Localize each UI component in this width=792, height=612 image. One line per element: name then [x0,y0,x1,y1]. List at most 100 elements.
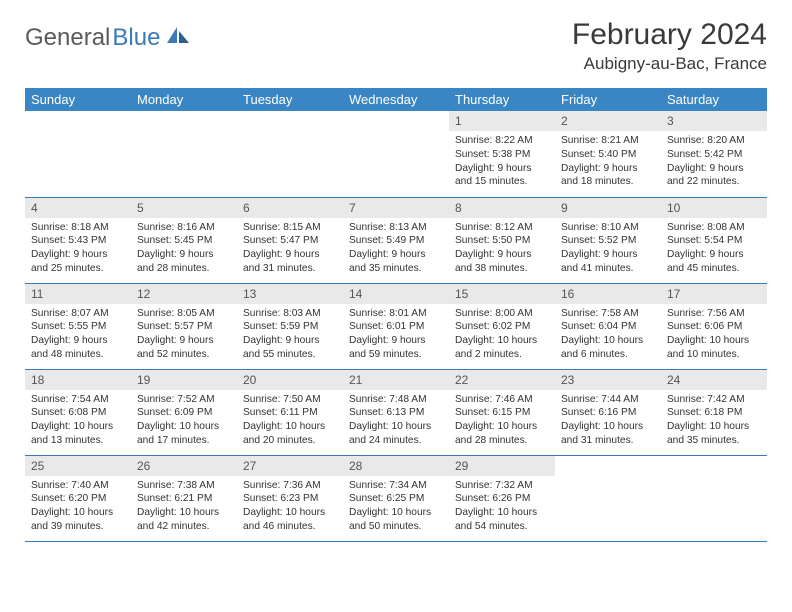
sunset-line: Sunset: 6:16 PM [561,406,655,420]
calendar-week-row: 1Sunrise: 8:22 AMSunset: 5:38 PMDaylight… [25,111,767,197]
daylight-line-1: Daylight: 9 hours [31,334,125,348]
sunset-line: Sunset: 6:11 PM [243,406,337,420]
day-number: 3 [661,111,767,131]
day-number: 4 [25,198,131,218]
sunset-line: Sunset: 6:21 PM [137,492,231,506]
sunrise-line: Sunrise: 7:34 AM [349,479,443,493]
daylight-line-1: Daylight: 10 hours [561,334,655,348]
calendar-cell: 8Sunrise: 8:12 AMSunset: 5:50 PMDaylight… [449,197,555,283]
daylight-line-1: Daylight: 10 hours [243,506,337,520]
sunset-line: Sunset: 5:45 PM [137,234,231,248]
daylight-line-2: and 28 minutes. [137,262,231,276]
sunset-line: Sunset: 5:43 PM [31,234,125,248]
sunrise-line: Sunrise: 7:38 AM [137,479,231,493]
sunrise-line: Sunrise: 8:20 AM [667,134,761,148]
daylight-line-2: and 25 minutes. [31,262,125,276]
sunset-line: Sunset: 5:50 PM [455,234,549,248]
day-number: 11 [25,284,131,304]
calendar-cell: 15Sunrise: 8:00 AMSunset: 6:02 PMDayligh… [449,283,555,369]
day-number: 1 [449,111,555,131]
sunset-line: Sunset: 6:25 PM [349,492,443,506]
sunrise-line: Sunrise: 8:22 AM [455,134,549,148]
day-number-empty [131,111,237,131]
day-number: 2 [555,111,661,131]
sunrise-line: Sunrise: 7:52 AM [137,393,231,407]
calendar-cell [131,111,237,197]
daylight-line-2: and 54 minutes. [455,520,549,534]
day-number: 26 [131,456,237,476]
daylight-line-1: Daylight: 10 hours [137,420,231,434]
daylight-line-1: Daylight: 9 hours [455,248,549,262]
day-number-empty [25,111,131,131]
day-number: 22 [449,370,555,390]
day-number: 14 [343,284,449,304]
daylight-line-2: and 38 minutes. [455,262,549,276]
day-number: 23 [555,370,661,390]
daylight-line-1: Daylight: 10 hours [667,420,761,434]
day-number: 9 [555,198,661,218]
day-number: 19 [131,370,237,390]
sunrise-line: Sunrise: 8:16 AM [137,221,231,235]
day-content: Sunrise: 8:18 AMSunset: 5:43 PMDaylight:… [25,218,131,280]
header: GeneralBlue February 2024 Aubigny-au-Bac… [25,18,767,74]
sunset-line: Sunset: 6:01 PM [349,320,443,334]
sunset-line: Sunset: 5:55 PM [31,320,125,334]
day-number: 21 [343,370,449,390]
calendar-cell: 5Sunrise: 8:16 AMSunset: 5:45 PMDaylight… [131,197,237,283]
day-content: Sunrise: 8:16 AMSunset: 5:45 PMDaylight:… [131,218,237,280]
sunrise-line: Sunrise: 8:00 AM [455,307,549,321]
day-number: 18 [25,370,131,390]
day-number: 17 [661,284,767,304]
day-content: Sunrise: 7:34 AMSunset: 6:25 PMDaylight:… [343,476,449,538]
day-number-empty [237,111,343,131]
sunrise-line: Sunrise: 8:12 AM [455,221,549,235]
daylight-line-1: Daylight: 9 hours [137,248,231,262]
sunrise-line: Sunrise: 7:50 AM [243,393,337,407]
day-content: Sunrise: 8:20 AMSunset: 5:42 PMDaylight:… [661,131,767,193]
day-number: 12 [131,284,237,304]
daylight-line-2: and 45 minutes. [667,262,761,276]
day-header: Sunday [25,88,131,111]
day-content: Sunrise: 8:12 AMSunset: 5:50 PMDaylight:… [449,218,555,280]
calendar-week-row: 25Sunrise: 7:40 AMSunset: 6:20 PMDayligh… [25,455,767,541]
day-content: Sunrise: 8:10 AMSunset: 5:52 PMDaylight:… [555,218,661,280]
sunset-line: Sunset: 5:57 PM [137,320,231,334]
daylight-line-2: and 35 minutes. [349,262,443,276]
calendar-cell [661,455,767,541]
day-content: Sunrise: 8:21 AMSunset: 5:40 PMDaylight:… [555,131,661,193]
daylight-line-2: and 42 minutes. [137,520,231,534]
sunset-line: Sunset: 6:18 PM [667,406,761,420]
sunrise-line: Sunrise: 8:15 AM [243,221,337,235]
daylight-line-2: and 55 minutes. [243,348,337,362]
calendar-cell: 18Sunrise: 7:54 AMSunset: 6:08 PMDayligh… [25,369,131,455]
day-content: Sunrise: 7:38 AMSunset: 6:21 PMDaylight:… [131,476,237,538]
daylight-line-1: Daylight: 10 hours [455,506,549,520]
calendar-cell: 17Sunrise: 7:56 AMSunset: 6:06 PMDayligh… [661,283,767,369]
month-title: February 2024 [572,18,767,52]
sunrise-line: Sunrise: 7:32 AM [455,479,549,493]
sunrise-line: Sunrise: 8:10 AM [561,221,655,235]
sunrise-line: Sunrise: 8:01 AM [349,307,443,321]
calendar-cell: 22Sunrise: 7:46 AMSunset: 6:15 PMDayligh… [449,369,555,455]
daylight-line-2: and 52 minutes. [137,348,231,362]
day-number: 29 [449,456,555,476]
daylight-line-2: and 31 minutes. [561,434,655,448]
sunrise-line: Sunrise: 8:21 AM [561,134,655,148]
sunset-line: Sunset: 5:52 PM [561,234,655,248]
sunset-line: Sunset: 6:13 PM [349,406,443,420]
sunrise-line: Sunrise: 8:13 AM [349,221,443,235]
daylight-line-2: and 39 minutes. [31,520,125,534]
daylight-line-2: and 10 minutes. [667,348,761,362]
day-header: Thursday [449,88,555,111]
brand-logo: GeneralBlue [25,24,189,52]
day-number: 8 [449,198,555,218]
day-number: 7 [343,198,449,218]
day-number: 15 [449,284,555,304]
sunrise-line: Sunrise: 8:07 AM [31,307,125,321]
daylight-line-2: and 59 minutes. [349,348,443,362]
day-number: 25 [25,456,131,476]
day-number: 24 [661,370,767,390]
calendar-cell: 4Sunrise: 8:18 AMSunset: 5:43 PMDaylight… [25,197,131,283]
sunset-line: Sunset: 5:42 PM [667,148,761,162]
calendar-cell: 24Sunrise: 7:42 AMSunset: 6:18 PMDayligh… [661,369,767,455]
